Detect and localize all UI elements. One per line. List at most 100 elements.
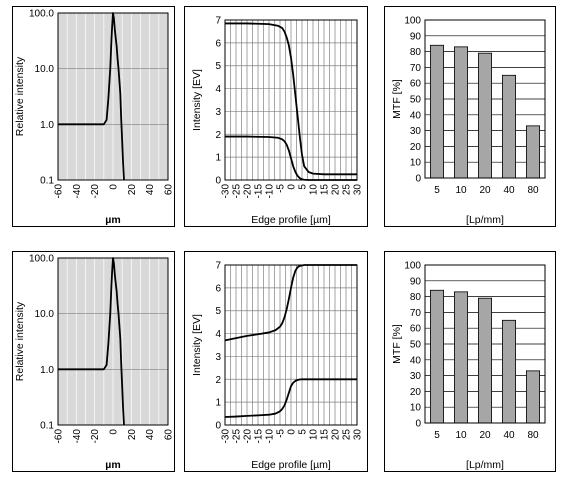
x-category-label: 80 [527,185,539,196]
x-tick-label: 30 [353,184,364,196]
x-tick-label: 5 [298,184,309,190]
x-tick-label: -20 [90,184,101,199]
y-tick-label: 40 [410,355,422,366]
series-line-1 [224,378,357,418]
y-tick-label: 1 [215,153,221,164]
y-axis-label: Relative intensity [14,56,26,136]
x-tick-label: 60 [164,429,175,441]
x-tick-label: 20 [331,184,342,196]
y-tick-label: 6 [215,38,221,49]
y-tick-label: 70 [410,308,422,319]
series-line-0 [225,22,357,176]
x-category-label: 5 [434,430,440,441]
plot-frame [424,264,546,424]
y-tick-label: 10 [410,158,422,169]
x-tick-label: -40 [72,429,83,444]
x-tick-label: 0 [109,184,120,190]
x-tick-label: 40 [145,184,156,196]
y-tick-label: 80 [410,292,422,303]
x-tick-label: -20 [243,429,254,444]
x-tick-label: -60 [54,429,65,444]
y-tick-label: 5 [215,306,221,317]
x-axis-label: µm [105,459,120,471]
x-category-label: 20 [479,430,491,441]
bar-3 [502,74,517,179]
x-tick-label: 20 [127,184,138,196]
plot-frame [424,19,546,179]
y-tick-label: 7 [215,261,221,272]
y-tick-label: 20 [410,142,422,153]
x-tick-label: -30 [221,184,232,199]
series-line-0 [58,257,125,426]
x-tick-label: -20 [90,429,101,444]
y-tick-label: 0 [215,176,221,187]
x-tick-label: 0 [109,429,120,435]
y-tick-label: 1.0 [40,120,54,131]
chart-svg: 0.1 1.0 10.0 100.0 -60 -40 -20 0 20 40 60 Relative … [14,254,175,472]
x-axis-label: [Lp/mm] [466,459,504,471]
x-tick-label: -5 [276,184,287,193]
y-tick-label: 4 [215,84,221,95]
x-category-label: 10 [455,185,467,196]
series-line-0 [58,12,125,181]
y-tick-label: 3 [215,352,221,363]
y-tick-label: 50 [410,95,422,106]
bar-1 [454,46,469,179]
x-axis-label: Edge profile [µm] [251,214,331,226]
x-tick-label: 20 [127,429,138,441]
x-tick-label: 15 [320,184,331,196]
y-axis-label: MTF [%] [391,324,403,364]
x-category-label: 10 [455,430,467,441]
plot-frame [57,257,169,426]
x-tick-label: 40 [145,429,156,441]
y-axis-label: Relative intensity [14,301,26,381]
y-tick-label: 80 [410,47,422,58]
x-tick-label: 60 [164,184,175,196]
y-tick-label: 90 [410,31,422,42]
y-tick-label: 0.1 [40,176,54,187]
x-axis-label: Edge profile [µm] [251,459,331,471]
x-tick-label: -25 [232,184,243,199]
bar-4 [525,370,540,424]
plot-frame [224,264,358,426]
y-tick-label: 2 [215,130,221,141]
y-tick-label: 2 [215,375,221,386]
x-tick-label: -15 [254,184,265,199]
y-tick-label: 10 [410,403,422,414]
x-tick-label: 10 [309,429,320,441]
y-tick-label: 4 [215,329,221,340]
y-tick-label: 10.0 [35,64,55,75]
y-tick-label: 3 [215,107,221,118]
bar-2 [478,297,493,424]
x-category-label: 40 [503,430,515,441]
x-tick-label: -30 [221,429,232,444]
x-tick-label: -5 [276,429,287,438]
x-tick-label: 10 [309,184,320,196]
x-category-label: 5 [434,185,440,196]
chart-svg: 0.1 1.0 10.0 100.0 -60 -40 -20 0 20 40 60 Relative … [14,9,175,227]
y-axis-label: Intensity [EV] [191,69,203,131]
y-tick-label: 60 [410,79,422,90]
y-axis-label: Intensity [EV] [191,314,203,376]
y-tick-label: 30 [410,371,422,382]
y-tick-label: 100 [404,16,421,27]
x-tick-label: 30 [353,429,364,441]
y-tick-label: 50 [410,340,422,351]
y-tick-label: 0 [415,174,421,185]
y-tick-label: 7 [215,16,221,27]
chart-panel-0: 0.1 1.0 10.0 100.0 -60 -40 -20 0 20 40 60 Relative … [12,6,175,227]
chart-panel-4: 0 1 2 3 4 5 6 7 -30 -25 -20 -15 -10 -5 0 5 10 15 20 25 30 Int… [184,251,368,472]
bar-2 [478,52,493,179]
x-axis-label: [Lp/mm] [466,214,504,226]
y-tick-label: 0 [415,419,421,430]
y-tick-label: 10.0 [35,309,55,320]
y-tick-label: 0 [215,421,221,432]
y-tick-label: 1.0 [40,365,54,376]
y-tick-label: 0.1 [40,421,54,432]
x-category-label: 80 [527,430,539,441]
y-axis-label: MTF [%] [391,79,403,119]
x-tick-label: 15 [320,429,331,441]
